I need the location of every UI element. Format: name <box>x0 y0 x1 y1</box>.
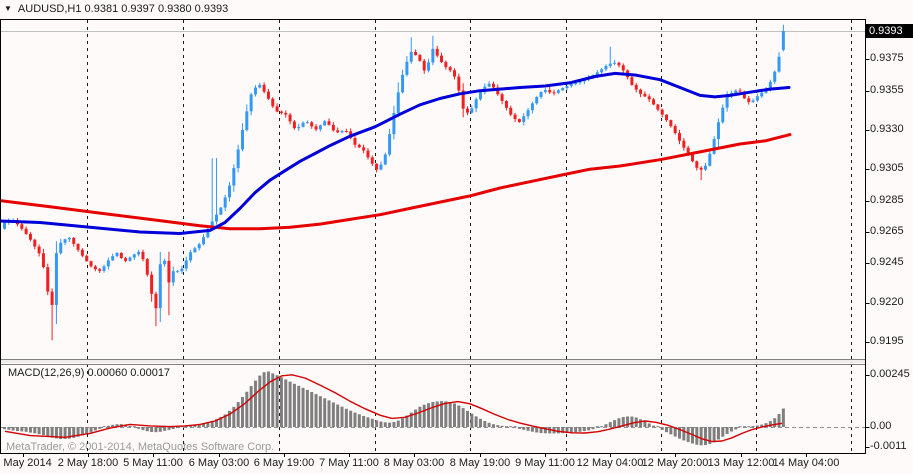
macd-axis-label: 0.00245 <box>870 368 910 380</box>
slow-ma-line <box>0 133 792 231</box>
time-axis-label: 8 May 19:00 <box>449 457 511 469</box>
grid-layer <box>87 20 852 452</box>
time-axis-label: 12 May 04:00 <box>576 457 644 469</box>
time-axis-label: 9 May 11:00 <box>515 457 575 469</box>
chart-title-bar: ▼ AUDUSD,H1 0.9381 0.9397 0.9380 0.9393 <box>4 3 228 17</box>
time-axis-label: 8 May 03:00 <box>383 457 445 469</box>
time-axis-label: 14 May 04:00 <box>772 457 840 469</box>
time-axis-label: 5 May 11:00 <box>123 457 183 469</box>
current-price-badge: 0.9393 <box>866 24 913 38</box>
price-axis-label: 0.9305 <box>870 162 904 174</box>
time-axis-label: 6 May 19:00 <box>253 457 315 469</box>
price-axis-label: 0.9375 <box>870 52 904 64</box>
price-axis-label: 0.9245 <box>870 256 904 268</box>
symbol-dropdown-icon[interactable]: ▼ <box>4 4 12 13</box>
fast-ma-line <box>0 71 791 235</box>
time-axis-label: 6 May 03:00 <box>188 457 250 469</box>
chart-frame <box>0 19 866 454</box>
macd-indicator-label: MACD(12,26,9) 0.00060 0.00017 <box>8 367 171 379</box>
candles-layer <box>3 24 785 341</box>
price-axis-label: 0.9220 <box>870 296 904 308</box>
price-axis-label: 0.9330 <box>870 123 904 135</box>
platform-watermark: MetaTrader, © 2001-2014, MetaQuotes Soft… <box>6 441 275 453</box>
price-axis-label: 0.9195 <box>870 335 904 347</box>
axis-ticks <box>23 31 870 457</box>
chart-symbol-title: AUDUSD,H1 0.9381 0.9397 0.9380 0.9393 <box>17 3 229 15</box>
time-axis-label: 7 May 11:00 <box>319 457 379 469</box>
macd-axis-label: 0.00 <box>870 420 892 432</box>
time-axis-label: 12 May 20:00 <box>641 457 709 469</box>
macd-axis-label: -0.0011 <box>870 440 907 452</box>
price-axis-label: 0.9265 <box>870 225 904 237</box>
time-axis-label: 2 May 18:00 <box>57 457 119 469</box>
price-axis-label: 0.9355 <box>870 84 904 96</box>
time-axis-label: 2 May 2014 <box>0 457 52 469</box>
time-axis-label: 13 May 12:00 <box>707 457 775 469</box>
macd-signal-line <box>4 374 783 443</box>
macd-histogram <box>3 371 785 446</box>
price-axis-label: 0.9285 <box>870 194 904 206</box>
